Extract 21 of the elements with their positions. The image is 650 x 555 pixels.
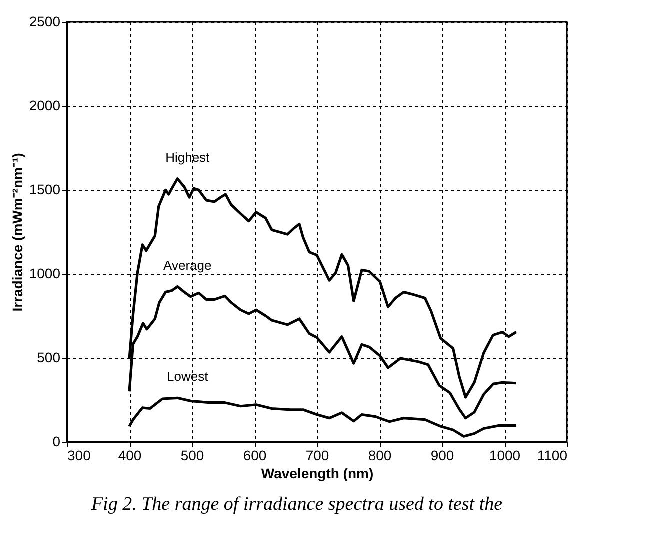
x-tick-label: 400 [118, 448, 142, 464]
y-axis-title: Irradiance (mWm⁻²nm⁻¹) [9, 153, 26, 312]
x-tick-label: 600 [243, 448, 267, 464]
y-tick-label: 1500 [29, 182, 61, 198]
y-tick-label: 1000 [29, 266, 61, 282]
y-tick-label: 500 [37, 350, 61, 366]
series-label: Average [164, 258, 212, 273]
y-tick-label: 2000 [29, 98, 61, 114]
x-tick-label: 800 [368, 448, 392, 464]
x-tick-label: 500 [180, 448, 204, 464]
y-tick-label: 2500 [29, 14, 61, 30]
x-tick-label: 700 [306, 448, 330, 464]
x-axis-title: Wavelength (nm) [261, 466, 374, 482]
x-tick-label: 1000 [489, 448, 521, 464]
x-tick-label: 1100 [537, 448, 568, 464]
x-tick-label: 900 [430, 448, 454, 464]
x-tick-label: 300 [68, 448, 92, 464]
series-label: Lowest [167, 369, 209, 384]
y-tick-label: 0 [52, 434, 61, 450]
series-label: Highest [166, 150, 210, 165]
caption: Fig 2. The range of irradiance spectra used to test the [90, 494, 503, 515]
